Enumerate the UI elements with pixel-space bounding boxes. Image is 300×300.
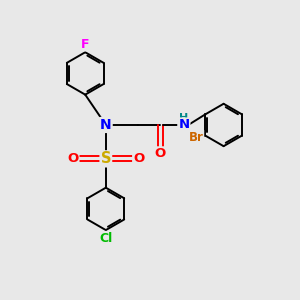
Text: S: S — [100, 151, 111, 166]
Text: N: N — [100, 118, 112, 132]
Text: Br: Br — [188, 130, 203, 143]
Text: O: O — [155, 147, 166, 160]
Text: O: O — [67, 152, 79, 165]
Text: F: F — [81, 38, 89, 50]
Text: Cl: Cl — [99, 232, 112, 245]
Text: O: O — [133, 152, 144, 165]
Text: H: H — [179, 113, 188, 124]
Text: N: N — [178, 118, 189, 131]
